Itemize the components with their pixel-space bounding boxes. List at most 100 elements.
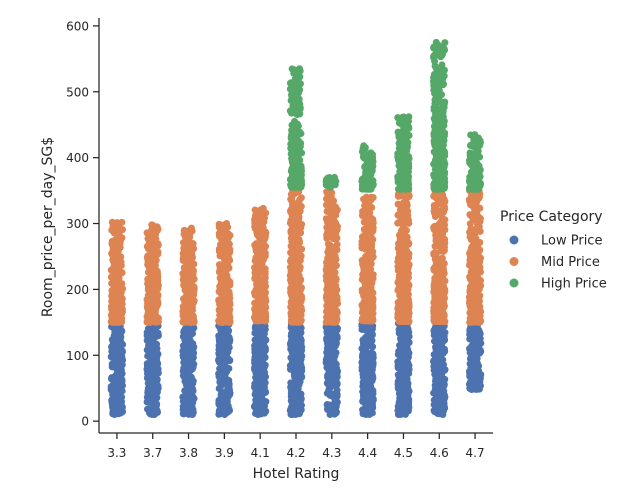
point-mid-price-3.8 — [188, 240, 196, 248]
point-low-price-4.1 — [259, 334, 267, 342]
point-low-price-4.4 — [368, 409, 376, 417]
point-mid-price-4.1 — [254, 277, 262, 285]
point-mid-price-3.8 — [181, 274, 189, 282]
point-low-price-3.3 — [108, 336, 116, 344]
point-mid-price-3.3 — [115, 274, 123, 282]
point-mid-price-3.3 — [117, 293, 125, 301]
point-low-price-3.9 — [220, 394, 228, 402]
point-mid-price-3.9 — [218, 236, 226, 244]
point-mid-price-3.3 — [108, 250, 116, 258]
point-low-price-3.3 — [117, 385, 125, 392]
point-mid-price-3.7 — [151, 282, 159, 290]
point-low-price-3.8 — [185, 410, 193, 418]
point-low-price-3.3 — [110, 389, 118, 397]
point-low-price-4.2 — [295, 358, 303, 366]
point-mid-price-4.6 — [435, 277, 443, 285]
point-mid-price-3.8 — [181, 308, 189, 316]
point-low-price-3.9 — [215, 410, 223, 418]
point-low-price-4.3 — [332, 360, 340, 368]
point-mid-price-4.1 — [252, 290, 260, 298]
point-mid-price-4.6 — [436, 221, 444, 229]
point-mid-price-4.2 — [287, 190, 295, 198]
point-low-price-4.3 — [331, 342, 339, 350]
point-mid-price-3.8 — [180, 264, 188, 271]
point-low-price-4.1 — [256, 386, 264, 394]
point-mid-price-4.5 — [397, 283, 405, 291]
point-low-price-3.3 — [118, 356, 126, 364]
point-mid-price-4.3 — [322, 308, 330, 316]
point-mid-price-4.3 — [331, 274, 339, 282]
point-low-price-3.3 — [110, 403, 118, 411]
point-low-price-4.7 — [473, 366, 481, 374]
point-mid-price-4.7 — [473, 217, 481, 225]
point-mid-price-4.4 — [359, 211, 367, 219]
point-low-price-4.1 — [251, 380, 259, 388]
point-low-price-3.3 — [115, 395, 123, 403]
point-low-price-4.2 — [287, 379, 295, 387]
point-mid-price-3.9 — [225, 280, 233, 288]
point-low-price-4.5 — [402, 401, 410, 409]
point-mid-price-4.7 — [466, 249, 474, 257]
point-low-price-4.1 — [254, 367, 262, 375]
point-mid-price-3.8 — [182, 318, 190, 326]
point-mid-price-4.6 — [431, 249, 439, 257]
point-mid-price-4.4 — [366, 196, 374, 204]
point-mid-price-3.9 — [221, 255, 229, 263]
point-low-price-3.3 — [112, 352, 120, 360]
point-mid-price-3.7 — [145, 312, 153, 320]
point-mid-price-4.3 — [327, 258, 335, 266]
point-mid-price-4.3 — [332, 211, 340, 219]
point-mid-price-3.9 — [225, 240, 233, 248]
point-mid-price-4.3 — [330, 265, 338, 273]
point-low-price-3.8 — [184, 377, 192, 385]
point-low-price-3.7 — [152, 361, 160, 369]
point-mid-price-4.5 — [405, 219, 413, 227]
data-points — [107, 38, 485, 419]
point-low-price-3.9 — [219, 344, 227, 352]
point-mid-price-3.9 — [218, 263, 226, 271]
point-low-price-3.9 — [219, 356, 227, 364]
point-low-price-4.7 — [466, 345, 474, 353]
point-low-price-4.7 — [471, 355, 479, 363]
point-mid-price-4.1 — [256, 312, 264, 320]
point-mid-price-3.3 — [109, 257, 117, 265]
point-mid-price-3.7 — [144, 268, 152, 276]
point-mid-price-4.7 — [476, 318, 484, 326]
point-mid-price-4.2 — [297, 295, 305, 303]
point-low-price-3.8 — [189, 363, 197, 371]
point-mid-price-4.7 — [471, 202, 479, 210]
point-low-price-4.7 — [476, 374, 484, 382]
point-mid-price-3.8 — [181, 297, 189, 305]
point-low-price-3.9 — [216, 384, 224, 392]
point-low-price-3.8 — [188, 325, 196, 333]
point-mid-price-4.2 — [288, 310, 296, 318]
point-mid-price-3.8 — [180, 226, 188, 234]
point-low-price-4.6 — [431, 330, 439, 338]
point-mid-price-3.3 — [111, 236, 119, 244]
point-low-price-3.9 — [216, 374, 224, 382]
point-low-price-3.7 — [148, 341, 156, 349]
point-mid-price-4.1 — [256, 206, 264, 214]
point-mid-price-4.5 — [398, 293, 406, 301]
point-low-price-3.8 — [189, 399, 197, 406]
point-mid-price-4.7 — [470, 266, 478, 274]
point-mid-price-4.3 — [322, 294, 330, 302]
point-mid-price-4.3 — [326, 242, 334, 250]
point-low-price-4.5 — [400, 360, 408, 368]
point-mid-price-4.6 — [440, 195, 448, 203]
point-mid-price-4.2 — [292, 241, 300, 249]
point-mid-price-4.5 — [400, 229, 408, 237]
point-mid-price-3.7 — [144, 282, 152, 290]
point-mid-price-3.8 — [189, 270, 197, 278]
point-mid-price-4.3 — [329, 251, 337, 259]
point-low-price-3.7 — [145, 379, 153, 387]
point-low-price-4.5 — [402, 395, 410, 403]
point-mid-price-4.1 — [251, 257, 259, 265]
point-low-price-4.3 — [324, 362, 332, 370]
point-mid-price-4.4 — [368, 227, 376, 235]
point-low-price-3.8 — [188, 330, 196, 338]
point-mid-price-4.3 — [333, 293, 341, 301]
point-mid-price-3.9 — [224, 262, 232, 270]
point-mid-price-4.7 — [469, 308, 477, 316]
